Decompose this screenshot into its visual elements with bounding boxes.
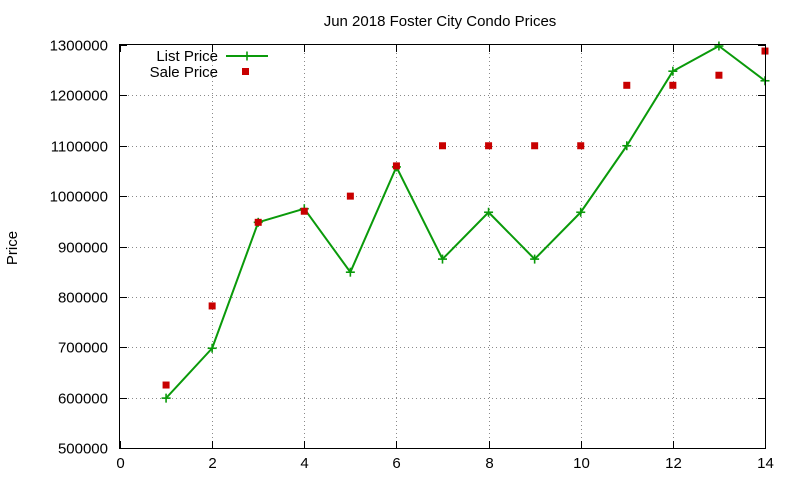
sale-price-point (623, 81, 631, 89)
legend-label-list-price: List Price (156, 48, 218, 65)
y-tick-label: 1100000 (51, 139, 108, 156)
sale-price-point (392, 162, 400, 170)
sale-price-point (485, 142, 493, 150)
y-tick-labels: 500000 600000 700000 800000 900000 1000000 110… (50, 38, 108, 458)
sale-price-point (669, 81, 677, 89)
list-price-point (530, 254, 540, 264)
x-tick-label: 2 (208, 455, 216, 472)
grid (120, 45, 765, 448)
x-tick-labels: 0 2 4 6 8 10 12 14 (116, 455, 774, 472)
list-price-point (161, 393, 171, 403)
sale-price-point (715, 71, 723, 79)
legend-swatch-sale-price (242, 68, 249, 75)
list-price-point (668, 66, 678, 76)
chart-title: Jun 2018 Foster City Condo Prices (324, 13, 557, 30)
list-price-point (714, 41, 724, 51)
sale-price-point (346, 192, 354, 200)
sale-price-point (162, 381, 170, 389)
x-tick-label: 10 (573, 455, 590, 472)
y-tick-label: 1300000 (50, 38, 108, 55)
list-price-point (576, 207, 586, 217)
y-tick-label: 500000 (58, 441, 108, 458)
legend: List Price Sale Price (150, 48, 268, 81)
y-axis-label: Price (4, 231, 21, 265)
x-tick-label: 4 (300, 455, 308, 472)
y-tick-label: 900000 (58, 240, 108, 257)
x-tick-label: 14 (757, 455, 774, 472)
legend-label-sale-price: Sale Price (150, 64, 218, 81)
y-tick-label: 800000 (58, 290, 108, 307)
y-tick-label: 700000 (58, 340, 108, 357)
plot-frame (119, 44, 766, 449)
list-price-point (622, 141, 632, 151)
legend-marker-list-price (242, 51, 252, 61)
list-price-point (207, 343, 217, 353)
list-price-point (438, 254, 447, 264)
y-tick-label: 1200000 (50, 88, 108, 105)
list-price-line (165, 45, 766, 399)
x-tick-label: 12 (665, 455, 682, 472)
sale-price-point (531, 142, 539, 150)
y-tick-label: 1000000 (50, 189, 108, 206)
x-tick-label: 6 (392, 455, 400, 472)
axis-ticks (120, 45, 766, 449)
x-tick-label: 0 (116, 455, 124, 472)
y-tick-label: 600000 (58, 391, 108, 408)
sale-price-point (439, 142, 446, 150)
list-price-point (484, 207, 494, 217)
list-price-point (345, 267, 355, 277)
sale-price-point (300, 207, 308, 215)
sale-price-point (208, 302, 216, 310)
series-layer (161, 41, 770, 403)
sale-price-point (577, 142, 585, 150)
x-tick-label: 8 (485, 455, 493, 472)
sale-price-point (254, 218, 262, 226)
